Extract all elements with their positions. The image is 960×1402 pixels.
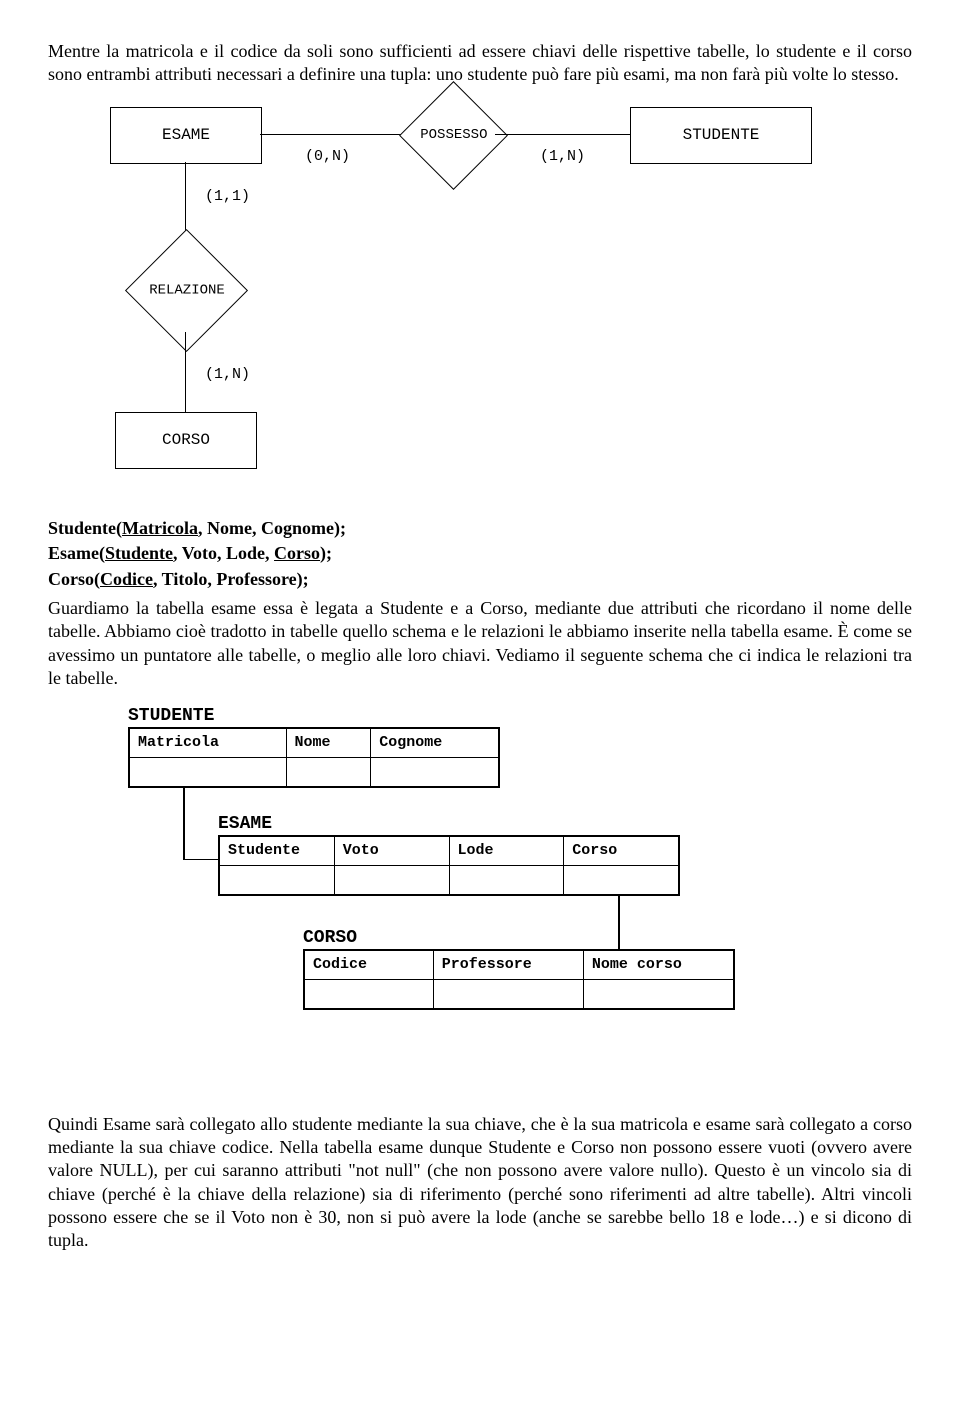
col-voto: Voto [334,836,449,865]
schema-text: Esame( [48,543,105,563]
col-nome: Nome [286,728,371,757]
table-esame: Studente Voto Lode Corso [218,835,680,896]
schema-key: Codice [100,569,153,589]
schema-text: , Voto, Lode, [173,543,274,563]
relation-relazione-label: RELAZIONE [149,281,225,299]
schema-key: Corso [274,543,320,563]
entity-esame: ESAME [110,107,262,164]
card-esame-possesso: (0,N) [305,147,350,167]
cell [564,865,679,894]
schema-studente: Studente(Matricola, Nome, Cognome); [48,517,912,540]
schema-text: Corso( [48,569,100,589]
paragraph-explain: Guardiamo la tabella esame essa è legata… [48,597,912,691]
col-professore: Professore [433,950,583,979]
relation-possesso-label: POSSESSO [420,126,487,144]
edge-possesso-studente [495,134,630,135]
col-studente: Studente [220,836,335,865]
edge-esame-possesso [260,134,405,135]
cell [449,865,564,894]
entity-studente-label: STUDENTE [683,125,760,146]
card-possesso-studente: (1,N) [540,147,585,167]
paragraph-intro: Mentre la matricola e il codice da soli … [48,40,912,87]
schema-key: Studente [105,543,173,563]
relation-relazione: RELAZIONE [125,229,248,352]
cell [220,865,335,894]
relational-tables-diagram: STUDENTE Matricola Nome Cognome ESAME St… [48,705,912,1085]
cell [130,757,287,786]
schema-text: , Nome, Cognome); [198,518,346,538]
col-cognome: Cognome [371,728,499,757]
cell [286,757,371,786]
cell [583,979,733,1008]
table-studente: Matricola Nome Cognome [128,727,500,788]
schema-text: Studente( [48,518,122,538]
relational-schema: Studente(Matricola, Nome, Cognome); Esam… [48,517,912,591]
relation-possesso: POSSESSO [399,81,508,190]
schema-corso: Corso(Codice, Titolo, Professore); [48,568,912,591]
table-title-studente: STUDENTE [128,705,214,728]
cell [334,865,449,894]
card-relazione-corso: (1,N) [205,365,250,385]
table-corso: Codice Professore Nome corso [303,949,735,1010]
cell [433,979,583,1008]
col-nomecorso: Nome corso [583,950,733,979]
col-matricola: Matricola [130,728,287,757]
col-lode: Lode [449,836,564,865]
table-title-corso: CORSO [303,927,357,950]
col-codice: Codice [305,950,434,979]
entity-studente: STUDENTE [630,107,812,164]
card-esame-relazione: (1,1) [205,187,250,207]
entity-corso: CORSO [115,412,257,469]
schema-text: ); [320,543,332,563]
er-diagram: ESAME STUDENTE POSSESSO (0,N) (1,N) (1,1… [48,107,912,487]
entity-corso-label: CORSO [162,430,210,451]
cell [305,979,434,1008]
col-corso: Corso [564,836,679,865]
entity-esame-label: ESAME [162,125,210,146]
edge-relazione-corso [185,332,186,412]
schema-esame: Esame(Studente, Voto, Lode, Corso); [48,542,912,565]
schema-text: , Titolo, Professore); [153,569,309,589]
paragraph-conclusion: Quindi Esame sarà collegato allo student… [48,1113,912,1253]
cell [371,757,499,786]
table-title-esame: ESAME [218,813,272,836]
connector [183,787,185,859]
schema-key: Matricola [122,518,198,538]
